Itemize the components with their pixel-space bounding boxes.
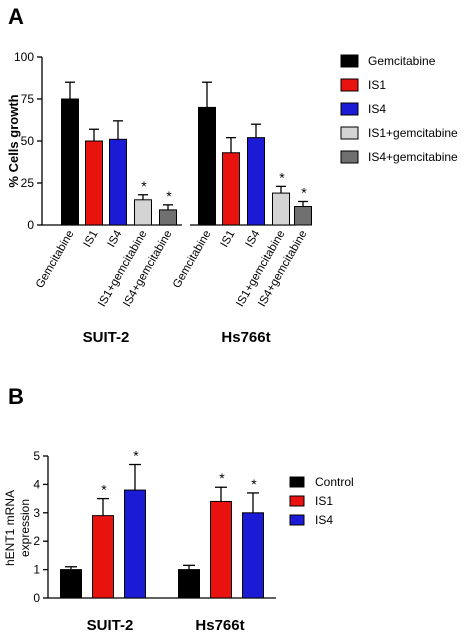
panel-b-legend: Control IS1 IS4 <box>289 475 354 527</box>
panel-a-bar <box>222 152 240 226</box>
panel-a-chart: A % Cells growth 0 25 50 75 100 * * * * Gemcita… <box>6 4 458 346</box>
panel-a-legend-swatch <box>340 102 359 116</box>
panel-b-chart: B hENT1 mRNA expression 0 1 2 3 4 5 * * * * SUIT… <box>3 384 354 634</box>
panel-b-significance-star: * <box>219 470 225 486</box>
panel-b-bar <box>124 489 146 599</box>
panel-a-bar <box>61 98 79 226</box>
panel-a-category-labels: Gemcitabine IS1 IS4IS1+gemcitabineIS4+gemc… <box>34 228 310 309</box>
panel-a-legend-swatch <box>340 78 359 92</box>
panel-a-y-tick-label: 25 <box>21 176 35 190</box>
panel-a-significance-star: * <box>166 188 172 204</box>
panel-b-y-tick-label: 0 <box>33 591 40 605</box>
panel-a-bars: * * * * <box>61 81 312 226</box>
panel-b-legend-label: IS4 <box>315 513 333 527</box>
panel-b-legend-swatch <box>289 476 305 488</box>
panel-b-legend-label: IS1 <box>315 494 333 508</box>
panel-b-bar <box>178 569 200 599</box>
panel-a-y-tick-label: 100 <box>14 50 34 64</box>
panel-a-legend-swatch <box>340 150 359 164</box>
panel-a-category-label: IS1 <box>82 229 101 250</box>
panel-b-group-label-suit2: SUIT-2 <box>87 617 134 634</box>
panel-b-bar <box>60 569 82 599</box>
panel-a-y-axis-label: % Cells growth <box>6 94 21 187</box>
panel-b-y-label-line-2: expression <box>18 499 32 557</box>
panel-a-legend: Gemcitabine IS1 IS4 IS1+gemcitabine IS4+gemc… <box>340 54 458 164</box>
panel-b-letter: B <box>8 384 24 409</box>
panel-b-group-label-hs766t: Hs766t <box>195 617 244 634</box>
panel-a-legend-label: Gemcitabine <box>368 54 436 68</box>
panel-a-legend-swatch <box>340 126 359 140</box>
panel-b-y-tick-label: 3 <box>33 506 40 520</box>
panel-a-category-label: IS4 <box>244 228 263 249</box>
panel-a-y-tick-label: 0 <box>27 218 34 232</box>
panel-a-y-tick-label: 75 <box>21 92 35 106</box>
panel-a-significance-star: * <box>301 184 307 200</box>
panel-a-bar <box>109 138 127 226</box>
panel-b-y-tick-label: 2 <box>33 534 40 548</box>
panel-b-bar <box>210 500 232 599</box>
panel-a-significance-star: * <box>279 169 285 185</box>
panel-b-significance-star: * <box>251 476 257 492</box>
panel-a-legend-label: IS1+gemcitabine <box>368 126 458 140</box>
panel-b-legend-swatch <box>289 514 305 526</box>
panel-a-group-label-suit2: SUIT-2 <box>83 329 130 346</box>
panel-a-bar <box>134 199 152 226</box>
panel-a-legend-swatch <box>340 54 359 68</box>
panel-a-group-label-hs766t: Hs766t <box>221 329 270 346</box>
panel-a-bar <box>247 137 265 226</box>
panel-a-bar <box>294 206 312 226</box>
panel-a-category-label: IS1 <box>219 229 238 250</box>
panel-a-category-label: Gemcitabine <box>171 229 214 291</box>
panel-a-bar <box>198 106 216 226</box>
panel-b-axes: 0 1 2 3 4 5 <box>33 449 276 605</box>
panel-a-letter: A <box>8 4 24 29</box>
panel-a-category-label: IS4 <box>106 228 125 249</box>
panel-a-significance-star: * <box>141 178 147 194</box>
panel-a-bar <box>159 209 177 226</box>
panel-b-bar <box>242 512 264 599</box>
panel-b-y-tick-label: 5 <box>33 449 40 463</box>
panel-b-y-tick-label: 1 <box>33 563 40 577</box>
panel-b-legend-label: Control <box>315 475 354 489</box>
panel-b-bars: * * * * <box>60 448 264 599</box>
panel-b-bar <box>92 515 114 599</box>
panel-b-y-label-line-1: hENT1 mRNA <box>3 490 17 566</box>
panel-a-bar <box>85 140 103 226</box>
panel-a-legend-label: IS4 <box>368 102 386 116</box>
panel-b-legend-swatch <box>289 495 305 507</box>
panel-b-y-axis-label: hENT1 mRNA expression <box>3 490 32 566</box>
panel-a-bar <box>272 192 290 226</box>
panel-b-significance-star: * <box>133 448 139 464</box>
panel-b-y-tick-label: 4 <box>33 477 40 491</box>
panel-a-legend-label: IS1 <box>368 78 386 92</box>
panel-a-category-label: Gemcitabine <box>34 229 77 291</box>
panel-b-significance-star: * <box>101 482 107 498</box>
panel-a-legend-label: IS4+gemcitabine <box>368 150 458 164</box>
panel-a-y-tick-label: 50 <box>21 134 35 148</box>
